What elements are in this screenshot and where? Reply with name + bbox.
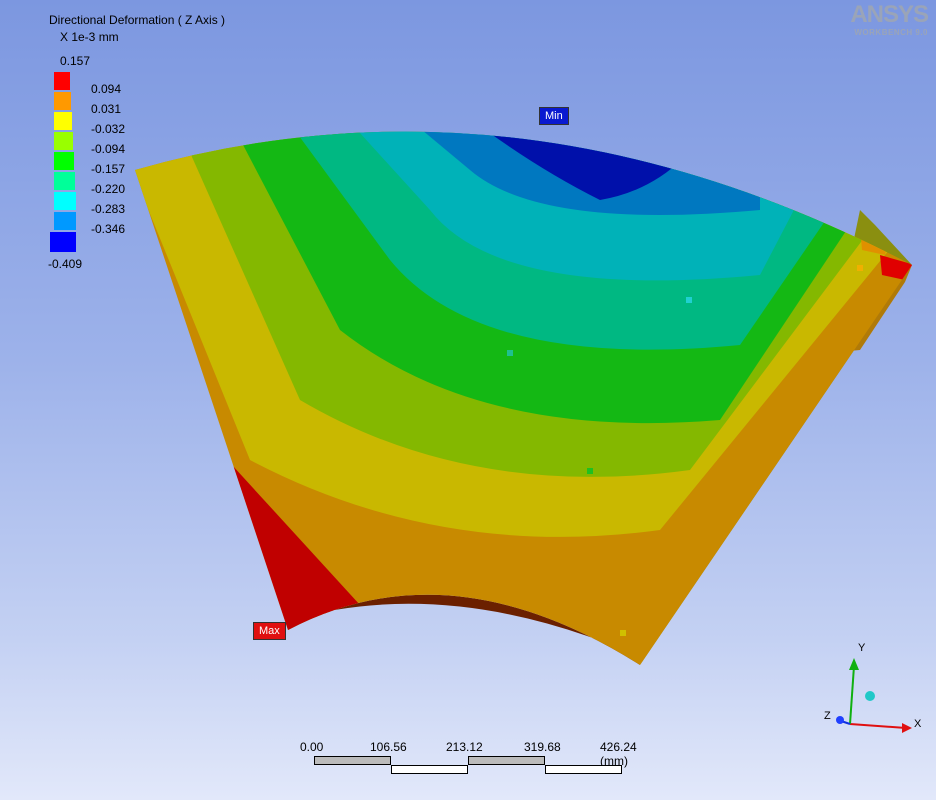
node-marker — [620, 630, 626, 636]
scale-bar — [314, 756, 622, 776]
scale-segment — [545, 765, 622, 774]
x-axis-label: X — [914, 718, 922, 730]
scale-segment — [468, 756, 545, 765]
legend-band-8 — [54, 212, 77, 230]
legend-label-8: -0.346 — [91, 222, 126, 236]
y-axis-label: Y — [858, 642, 866, 654]
model-bottom-edge — [288, 594, 640, 665]
scale-tick-5: 426.24 (mm) — [600, 740, 637, 768]
legend-band-6 — [54, 172, 75, 190]
legend-label-5: -0.157 — [91, 162, 126, 176]
scale-segment — [391, 765, 468, 774]
x-axis-arrow-icon — [902, 723, 912, 733]
scale-tick-2: 106.56 — [370, 740, 407, 754]
node-marker — [507, 350, 513, 356]
triad-sphere-icon — [865, 691, 875, 701]
result-title: Directional Deformation ( Z Axis ) — [49, 13, 226, 27]
legend-band-1 — [54, 72, 70, 90]
node-marker — [686, 297, 692, 303]
scale-tick-1: 0.00 — [300, 740, 324, 754]
z-axis-label: Z — [824, 710, 831, 722]
legend-label-1: 0.094 — [91, 82, 122, 96]
legend-band-7 — [54, 192, 76, 210]
y-axis-arrow-icon — [849, 658, 859, 670]
node-marker — [857, 265, 863, 271]
legend-label-4: -0.094 — [91, 142, 126, 156]
scale-ruler: 0.00 106.56 213.12 319.68 426.24 (mm) — [300, 738, 660, 783]
node-marker — [587, 468, 593, 474]
legend-max-value: 0.157 — [60, 54, 91, 68]
legend-color-bar[interactable] — [50, 72, 77, 252]
brand-name: ANSYS — [850, 1, 929, 28]
legend-min-value: -0.409 — [48, 257, 83, 271]
triad-origin-icon — [836, 716, 844, 724]
max-probe-label[interactable]: Max — [253, 622, 286, 640]
legend-band-4 — [54, 132, 73, 150]
min-probe-label[interactable]: Min — [539, 107, 569, 125]
legend-band-5 — [54, 152, 74, 170]
y-axis-line — [849, 665, 855, 725]
scale-tick-4: 319.68 — [524, 740, 561, 754]
legend-band-9 — [50, 232, 76, 252]
legend-label-7: -0.283 — [91, 202, 126, 216]
brand-subtitle: WORKBENCH 9.0 — [854, 28, 928, 37]
scale-tick-3: 213.12 — [446, 740, 483, 754]
legend-label-3: -0.032 — [91, 122, 126, 136]
legend-band-2 — [54, 92, 71, 110]
legend-label-2: 0.031 — [91, 102, 122, 116]
axis-triad[interactable]: X Y Z — [816, 636, 926, 741]
x-axis-line — [849, 723, 907, 729]
legend-band-3 — [54, 112, 72, 130]
result-units: X 1e-3 mm — [60, 30, 119, 44]
legend-label-6: -0.220 — [91, 182, 126, 196]
ansys-logo: ANSYS WORKBENCH 9.0 — [850, 1, 929, 38]
scale-segment — [314, 756, 391, 765]
